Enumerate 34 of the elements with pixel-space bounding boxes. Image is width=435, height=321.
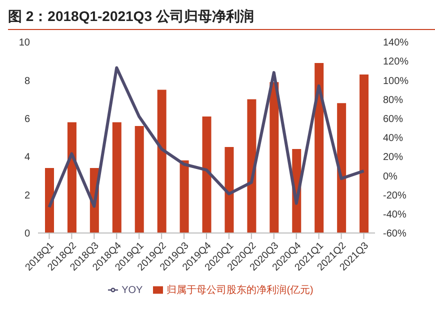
y2-tick-label: 40% xyxy=(383,133,404,144)
y2-tick-label: 60% xyxy=(383,114,404,125)
bar xyxy=(247,99,256,233)
y-tick-label: 8 xyxy=(24,76,30,87)
y2-tick-label: 0% xyxy=(383,171,398,182)
y-tick-label: 6 xyxy=(24,114,30,125)
bar xyxy=(337,103,346,233)
bar xyxy=(67,122,76,233)
bar xyxy=(360,74,369,233)
chart-title: 图 2：2018Q1-2021Q3 公司归母净利润 xyxy=(8,8,435,30)
y2-tick-label: 80% xyxy=(383,94,404,106)
y2-tick-label: -40% xyxy=(383,209,406,220)
y-tick-label: 10 xyxy=(18,38,30,49)
y2-tick-label: -60% xyxy=(383,228,406,240)
bar xyxy=(157,90,166,233)
bar xyxy=(112,122,122,233)
bar xyxy=(134,126,144,233)
bar xyxy=(180,160,189,233)
bar xyxy=(45,168,54,233)
bar xyxy=(314,63,324,233)
bar xyxy=(270,82,279,233)
bar xyxy=(224,147,234,233)
y-tick-label: 4 xyxy=(24,152,30,164)
bar xyxy=(202,116,212,233)
y-tick-label: 0 xyxy=(24,228,30,240)
legend-label: 归属于母公司股东的净利润(亿元) xyxy=(166,285,314,296)
y-tick-label: 2 xyxy=(24,190,30,202)
y2-tick-label: 120% xyxy=(383,56,409,68)
y2-tick-label: 100% xyxy=(383,76,409,87)
line-series xyxy=(48,66,366,209)
y2-tick-label: 20% xyxy=(383,152,404,164)
y2-tick-label: -20% xyxy=(383,190,406,202)
y2-tick-label: 140% xyxy=(383,38,409,49)
legend-label: YOY xyxy=(122,285,143,296)
